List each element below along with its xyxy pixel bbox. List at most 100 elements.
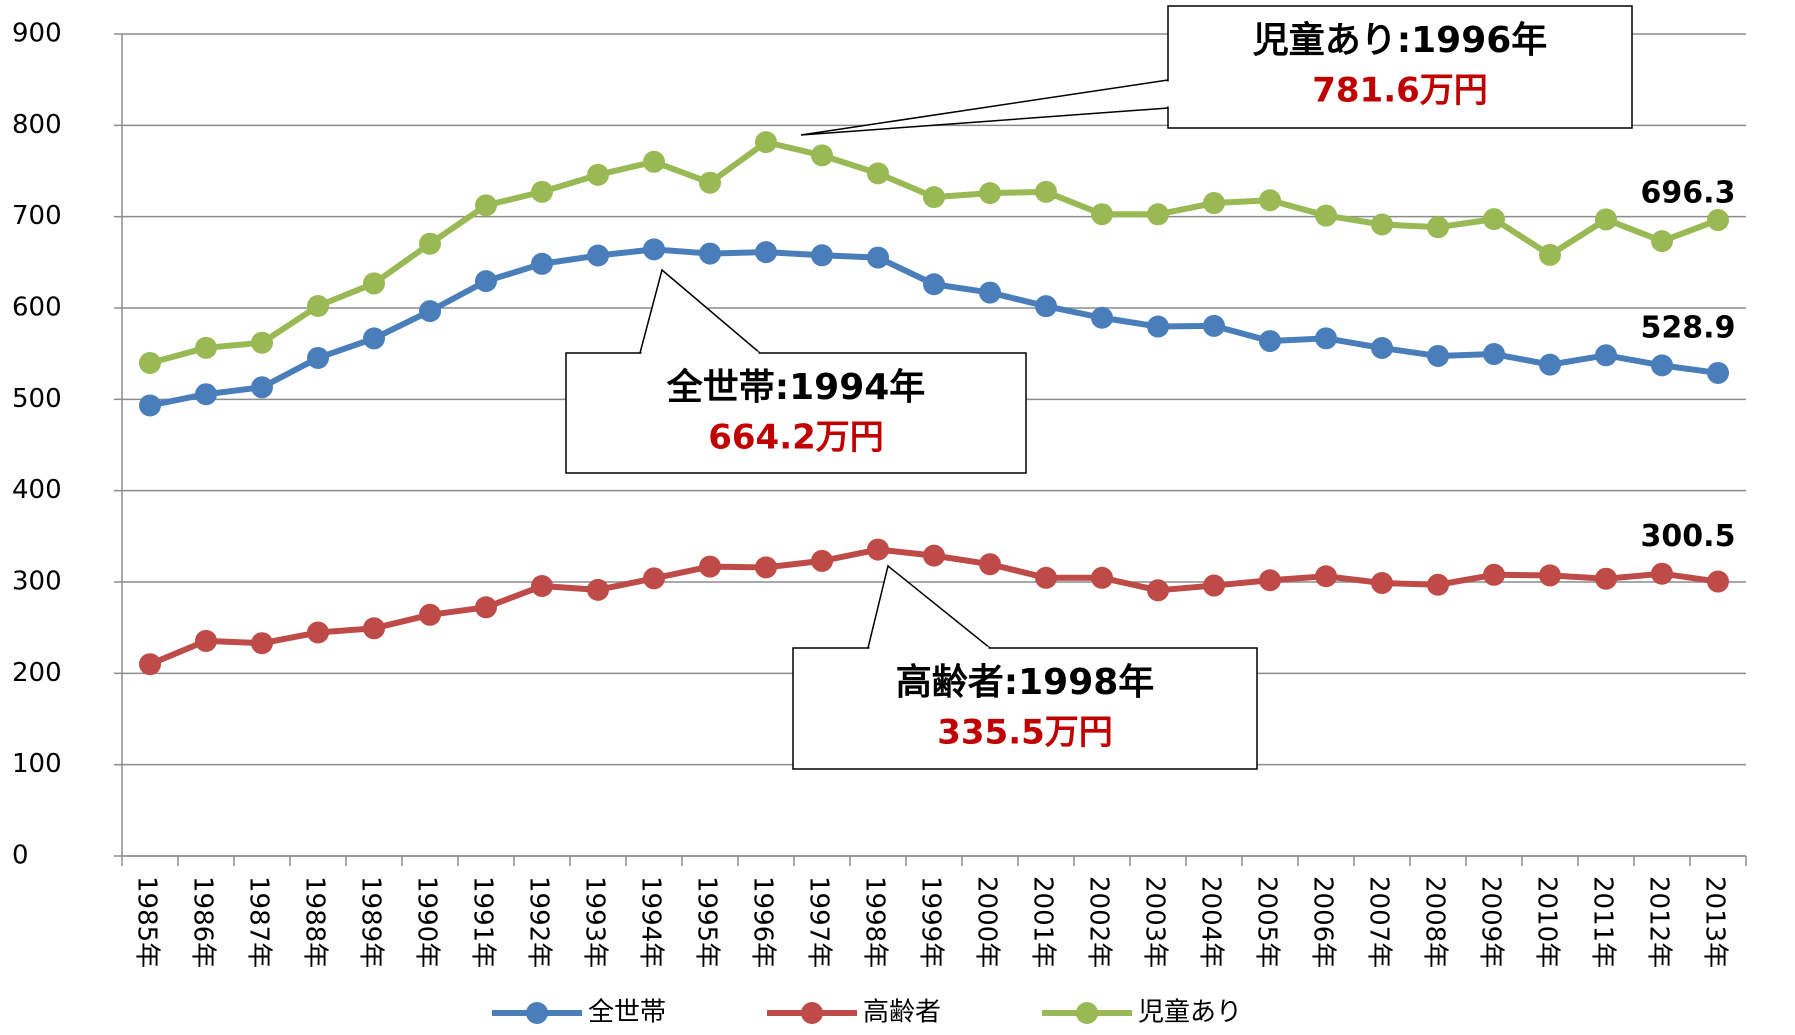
- point: [1259, 569, 1281, 592]
- legend-label: 高齢者: [863, 998, 941, 1028]
- point: [643, 150, 665, 173]
- point: [1035, 295, 1057, 318]
- x-tick-label: 2008年: [1420, 876, 1450, 968]
- point: [1539, 564, 1561, 587]
- point: [587, 578, 609, 601]
- callout-pointer: [867, 564, 993, 649]
- point: [811, 244, 833, 267]
- point: [363, 272, 385, 295]
- point: [1707, 570, 1729, 593]
- y-tick-label: 900: [12, 19, 62, 49]
- x-tick-label: 2013年: [1700, 876, 1730, 968]
- point: [363, 327, 385, 350]
- point: [1427, 344, 1449, 367]
- x-tick-label: 2002年: [1084, 876, 1114, 968]
- y-tick-label: 500: [12, 384, 62, 414]
- point: [1651, 354, 1673, 377]
- callout-title: 全世帯:1994年: [666, 366, 926, 408]
- x-tick-label: 2004年: [1196, 876, 1226, 968]
- point: [139, 351, 161, 374]
- point: [979, 182, 1001, 205]
- point: [363, 617, 385, 640]
- point: [1147, 203, 1169, 226]
- x-tick-label: 2009年: [1476, 876, 1506, 968]
- point: [251, 376, 273, 399]
- point: [1595, 344, 1617, 367]
- legend-marker: [801, 1002, 823, 1024]
- point: [811, 549, 833, 572]
- point: [867, 538, 889, 561]
- point: [475, 194, 497, 217]
- point: [1091, 566, 1113, 589]
- point: [1315, 565, 1337, 588]
- point: [1427, 216, 1449, 239]
- x-tick-label: 1998年: [860, 876, 890, 968]
- point: [1539, 243, 1561, 266]
- point: [1427, 573, 1449, 596]
- point: [755, 556, 777, 579]
- point: [979, 281, 1001, 304]
- point: [1203, 314, 1225, 337]
- point: [755, 131, 777, 154]
- callout-box: [565, 352, 1027, 474]
- point: [195, 336, 217, 359]
- point: [1371, 337, 1393, 360]
- point: [139, 394, 161, 417]
- point: [1259, 189, 1281, 212]
- point: [1035, 566, 1057, 589]
- y-tick-label: 300: [12, 567, 62, 597]
- callout-pointer: [639, 268, 763, 354]
- y-tick-label: 700: [12, 201, 62, 231]
- point: [419, 603, 441, 626]
- legend-label: 児童あり: [1138, 998, 1242, 1028]
- point: [643, 238, 665, 261]
- point: [195, 629, 217, 652]
- point: [531, 252, 553, 275]
- point: [307, 346, 329, 369]
- x-tick-label: 1990年: [412, 876, 442, 968]
- callout-title: 高齢者:1998年: [896, 662, 1155, 703]
- point: [251, 632, 273, 655]
- x-tick-label: 2005年: [1252, 876, 1282, 968]
- data-label: 696.3: [1641, 176, 1736, 211]
- point: [867, 246, 889, 269]
- point: [251, 331, 273, 354]
- point: [1651, 230, 1673, 253]
- x-tick-label: 2007年: [1364, 876, 1394, 968]
- point: [1371, 572, 1393, 595]
- point: [419, 232, 441, 255]
- x-tick-label: 1991年: [468, 876, 498, 968]
- callout-label: 335.5万円: [937, 713, 1113, 753]
- point: [699, 242, 721, 265]
- point: [1315, 204, 1337, 227]
- point: [531, 180, 553, 203]
- point: [1651, 562, 1673, 585]
- point: [195, 383, 217, 406]
- x-tick-label: 1988年: [300, 876, 330, 968]
- point: [979, 553, 1001, 576]
- x-tick-label: 1993年: [580, 876, 610, 968]
- callout-title: 児童あり:1996年: [1253, 19, 1548, 61]
- point: [1595, 208, 1617, 231]
- point: [1091, 203, 1113, 226]
- point: [699, 555, 721, 578]
- x-tick-label: 2010年: [1532, 876, 1562, 968]
- point: [1707, 361, 1729, 384]
- x-tick-label: 1987年: [244, 876, 274, 968]
- point: [1259, 330, 1281, 353]
- data-label: 528.9: [1641, 310, 1736, 345]
- x-tick-label: 2011年: [1588, 876, 1618, 968]
- point: [923, 273, 945, 296]
- y-tick-label: 400: [12, 475, 62, 505]
- point: [1595, 567, 1617, 590]
- x-tick-label: 2012年: [1644, 876, 1674, 968]
- point: [755, 241, 777, 264]
- point: [307, 621, 329, 644]
- point: [1707, 209, 1729, 232]
- point: [1483, 563, 1505, 586]
- point: [531, 575, 553, 598]
- point: [923, 186, 945, 209]
- y-tick-label: 0: [12, 841, 29, 871]
- point: [587, 163, 609, 186]
